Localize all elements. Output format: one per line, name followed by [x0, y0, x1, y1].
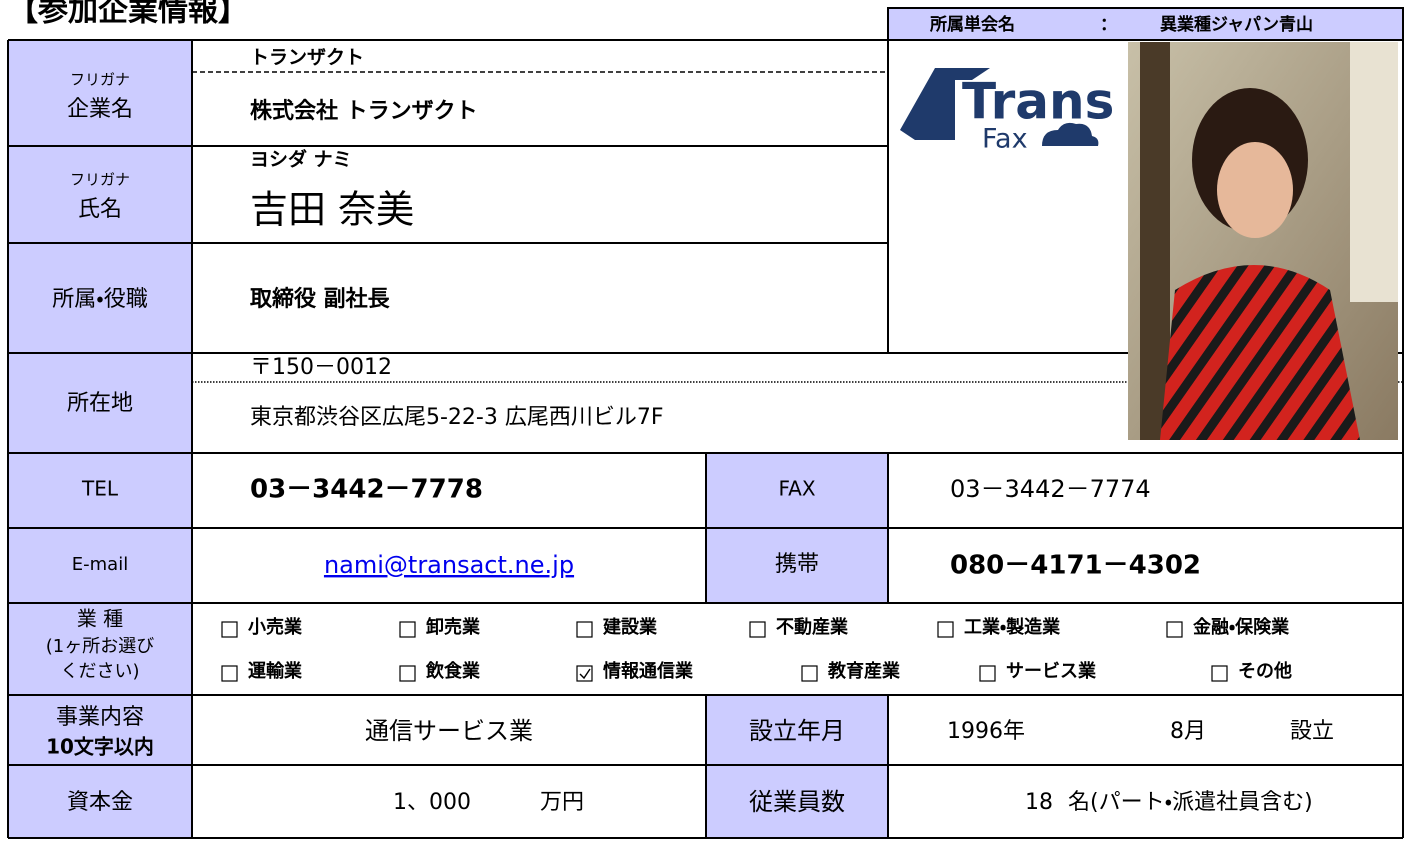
checkbox: [979, 665, 996, 682]
checkbox: [221, 621, 238, 638]
field-label: 所在地: [67, 391, 133, 416]
checkbox: [399, 621, 416, 638]
logo-text: Trans: [962, 73, 1114, 131]
option-label: 工業・製造業: [964, 616, 1061, 638]
employee-unit: 名(パート・派遣社員含む): [1068, 790, 1313, 815]
photo: [1128, 42, 1398, 440]
field-label: 氏名: [78, 197, 122, 222]
option-label: 教育産業: [827, 660, 901, 682]
option-label: 金融・保険業: [1193, 616, 1290, 638]
checkmark: [579, 668, 591, 680]
field-note: ください): [60, 661, 139, 682]
employee-count: 18: [1025, 790, 1053, 815]
table-lines: [7, 7, 1404, 839]
founded-suffix: 設立: [1290, 719, 1334, 744]
field-label: 企業名: [67, 97, 133, 122]
furigana-label: フリガナ: [70, 171, 130, 189]
option-label: 卸売業: [426, 616, 481, 638]
option-label: 不動産業: [776, 616, 849, 638]
field-value: 03－3442－7774: [950, 475, 1151, 503]
checkbox: [1211, 665, 1228, 682]
founded-year: 1996年: [947, 719, 1025, 744]
checkbox: [221, 665, 238, 682]
checkbox: [801, 665, 818, 682]
field-value: 080－4171－4302: [950, 551, 1201, 581]
field-value: 東京都渋谷区広尾5-22-3 広尾西川ビル7F: [250, 405, 664, 430]
checkbox: [399, 665, 416, 682]
group-label: 所属単会名: [929, 14, 1015, 35]
email-link[interactable]: nami@transact.ne.jp: [324, 551, 574, 579]
checkbox: [749, 621, 766, 638]
field-value: 吉田 奈美: [250, 188, 414, 232]
furigana-label: フリガナ: [70, 71, 130, 89]
field-value: 通信サービス業: [365, 717, 533, 745]
capital-amount: 1、000: [393, 790, 471, 815]
field-label: 業 種: [77, 607, 123, 631]
option-label: 飲食業: [425, 660, 481, 682]
checkbox: [576, 665, 593, 682]
field-label: 所属・役職: [52, 287, 147, 312]
field-note: 10文字以内: [46, 735, 154, 759]
logo: Trans Fax: [889, 42, 1135, 155]
separator: ：: [1100, 15, 1117, 35]
field-label: 事業内容: [56, 705, 144, 730]
field-label: TEL: [81, 477, 119, 501]
field-label: 資本金: [67, 790, 133, 815]
checkbox: [937, 621, 954, 638]
field-value: 取締役 副社長: [250, 286, 391, 312]
checkbox: [576, 621, 593, 638]
checkbox: [1166, 621, 1183, 638]
furigana-value: ヨシダ ナミ: [250, 148, 352, 171]
option-label: サービス業: [1006, 660, 1097, 682]
field-value: 株式会社 トランザクト: [250, 99, 478, 124]
field-note: (1ヶ所お選び: [46, 636, 154, 657]
founded-month: 8月: [1170, 719, 1206, 744]
postal-code: 〒150－0012: [250, 355, 392, 380]
option-label: その他: [1238, 660, 1292, 682]
option-label: 情報通信業: [603, 660, 694, 682]
group-name: 異業種ジャパン青山: [1160, 14, 1313, 35]
option-label: 運輸業: [248, 660, 303, 682]
field-label: 携帯: [775, 552, 819, 577]
option-label: 建設業: [602, 616, 658, 638]
option-label: 小売業: [248, 616, 303, 638]
capital-unit: 万円: [540, 790, 584, 815]
logo-text: Fax: [982, 124, 1028, 155]
field-label: FAX: [778, 477, 815, 501]
form-title: 【参加企業情報】: [8, 0, 248, 29]
field-label: 従業員数: [749, 788, 845, 816]
field-value: 03－3442－7778: [250, 475, 483, 505]
field-label: 設立年月: [749, 717, 845, 745]
field-label: E-mail: [72, 554, 128, 575]
furigana-value: トランザクト: [250, 47, 364, 69]
